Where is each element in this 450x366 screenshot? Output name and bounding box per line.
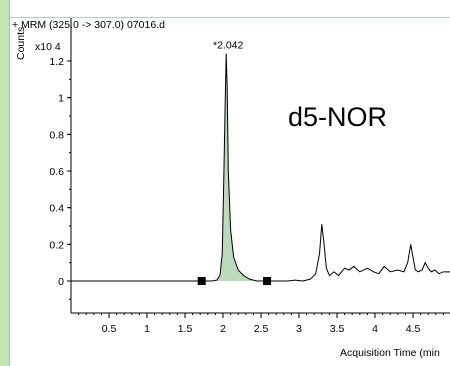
peak-area-fill — [201, 53, 268, 281]
y-tick-label: 0 — [58, 276, 64, 288]
y-tick-label: 0.6 — [49, 166, 64, 178]
x-tick-label: 4 — [372, 323, 378, 335]
x-tick-label: 2.5 — [254, 323, 269, 335]
chart-svg: + MRM (325.0 -> 307.0) 07016.d Counts x1… — [12, 18, 450, 359]
x-tick-label: 1.5 — [178, 323, 193, 335]
toolbar-strip — [10, 0, 450, 18]
x-tick-label: 0.5 — [102, 323, 117, 335]
integration-marker — [263, 277, 272, 285]
y-axis-label: Counts — [15, 27, 27, 60]
x-axis-label: Acquisition Time (min — [340, 347, 440, 359]
x-tick-label: 4.5 — [406, 323, 421, 335]
y-tick-label: 0.8 — [49, 129, 64, 141]
chart-panel: + MRM (325.0 -> 307.0) 07016.d Counts x1… — [9, 0, 450, 366]
compound-annotation: d5-NOR — [288, 102, 387, 132]
x-tick-label: 1 — [144, 323, 150, 335]
y-tick-label: 0.2 — [49, 239, 64, 251]
x-tick-label: 3 — [296, 323, 302, 335]
y-tick-label: 0.4 — [49, 203, 64, 215]
chromatogram-trace — [71, 53, 450, 282]
chart-title: + MRM (325.0 -> 307.0) 07016.d — [12, 19, 165, 31]
plot-area: 0 0.2 0.4 0.6 0.8 1 1.2 0.5 1 1.5 2 2.5 3 3.5 4 4.5 *2.0… — [49, 18, 450, 335]
y-tick-label: 1.2 — [49, 56, 64, 68]
y-multiplier-label: x10 4 — [35, 41, 61, 53]
x-tick-label: 2 — [220, 323, 226, 335]
x-tick-label: 3.5 — [330, 323, 345, 335]
peak-label: *2.042 — [213, 40, 244, 52]
y-tick-label: 1 — [58, 93, 64, 105]
integration-marker — [197, 277, 206, 285]
